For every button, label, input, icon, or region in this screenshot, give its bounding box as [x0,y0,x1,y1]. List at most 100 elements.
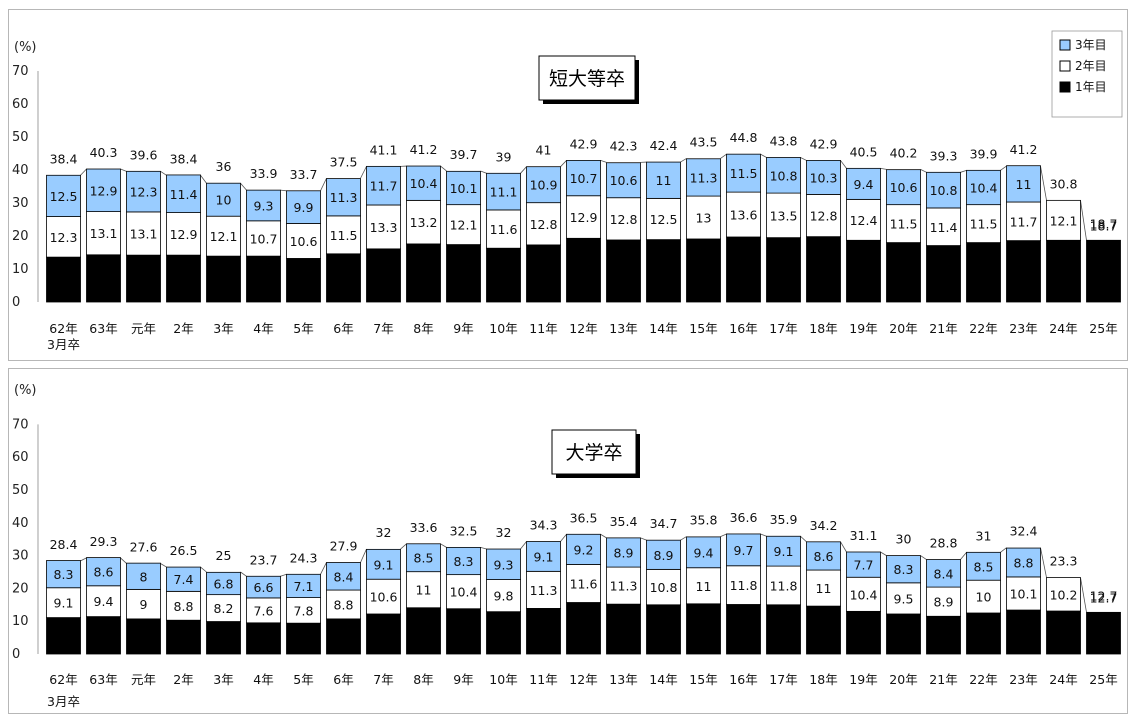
data-label-total: 27.9 [330,538,358,553]
bar-segment-year2 [46,216,81,258]
bar-segment-year1 [806,236,841,303]
data-label-year3: 10.4 [970,180,998,195]
data-label-year2: 11.5 [890,217,918,232]
bar-segment-year3 [566,160,601,197]
data-label-total: 32 [376,525,392,540]
bar-segment-year2 [1046,199,1081,241]
data-label-total: 40.2 [890,145,918,160]
bar-segment-year3 [886,169,921,206]
bar-segment-year2 [726,565,761,605]
connector-line [560,534,567,542]
data-label-year2: 12.9 [170,227,198,242]
x-category-label: 7年 [373,321,393,336]
data-label-year2: 10 [976,590,992,605]
data-label-total: 35.9 [770,512,798,527]
bar-segment-year2 [46,587,81,618]
data-label-year3: 9.4 [854,177,874,192]
data-label-year2: 13 [696,211,712,226]
bar-segment-year3 [806,541,841,571]
y-tick-label: 20 [12,581,29,596]
bar-segment-year1 [686,238,721,303]
y-tick-label: 30 [12,196,29,211]
x-category-label: 3年 [213,672,233,687]
data-label-year3: 8.6 [814,549,834,564]
bar-segment-year1 [286,622,321,655]
connector-line [160,563,167,568]
bar-segment-year3 [46,560,81,589]
data-label-total: 23.7 [250,552,278,567]
data-label-total: 39.3 [930,148,958,163]
data-label-year3: 8.6 [94,565,114,580]
bar-segment-year1 [566,602,601,655]
data-label-year3: 11 [656,173,672,188]
bar-segment-year3 [846,167,881,200]
bar-segment-year3 [966,551,1001,581]
connector-line [480,547,487,550]
bar-segment-year1 [1086,611,1121,655]
legend-swatch [1059,60,1071,72]
connector-line [400,543,407,550]
x-category-label: 12年 [569,321,597,336]
bar-segment-year2 [926,586,961,617]
data-label-year2: 8.2 [214,601,234,616]
data-label-year2: 11.8 [730,578,758,593]
bar-segment-year1 [1046,610,1081,655]
data-label-year2: 10.4 [450,585,478,600]
x-category-label: 16年 [729,321,757,336]
bar-segment-year1 [406,243,441,303]
data-label-year3: 8.4 [934,566,954,581]
bar-segment-year1 [886,242,921,303]
data-label-year3: 11.7 [370,179,398,194]
bar-segment-year2 [766,565,801,606]
data-label-year2: 13.5 [770,208,798,223]
bar-segment-year1 [206,255,241,303]
bar-segment-year1 [926,615,961,655]
connector-line [360,548,367,563]
connector-line [880,167,887,170]
data-label-year3: 10 [216,193,232,208]
x-category-label: 25年 [1089,672,1117,687]
title-box [551,429,637,475]
x-category-label: 9年 [453,321,473,336]
data-label-year3: 10.8 [930,183,958,198]
x-category-label: 10年 [489,321,517,336]
bar-segment-year3 [486,172,521,211]
data-label-year2: 9.1 [54,596,74,611]
connector-line [80,557,87,562]
bar-segment-year1 [1006,609,1041,655]
data-label-year3: 10.8 [770,168,798,183]
legend-label: 2年目 [1075,59,1107,73]
y-tick-label: 10 [12,614,29,629]
bar-segment-year1 [86,254,121,303]
bar-segment-year3 [206,182,241,217]
data-label-year3: 10.4 [410,176,438,191]
data-label-year2: 10.6 [370,590,398,605]
x-category-label: 2年 [173,321,193,336]
data-label-total: 23.3 [1050,554,1078,569]
bar-segment-year3 [766,157,801,194]
bar-segment-year1 [326,253,361,303]
connector-line [1040,547,1047,578]
x-category-label: 17年 [769,321,797,336]
connector-line [840,541,847,553]
bar-segment-year3 [606,537,641,568]
x-category-label: 5年 [293,321,313,336]
connector-line [440,165,447,172]
bar-segment-year1 [806,605,841,655]
x-category-label: 19年 [849,672,877,687]
data-label-total: 31 [976,528,992,543]
data-label-total: 32.4 [1010,524,1038,539]
connector-line [560,160,567,167]
y-tick-label: 70 [12,417,29,432]
bar-segment-year2 [206,215,241,257]
data-label-total: 42.9 [810,136,838,151]
bar-segment-year3 [526,166,561,204]
x-category-label: 7年 [373,672,393,687]
bar-segment-year3 [726,153,761,193]
data-label-total: 25 [216,548,232,563]
bar-segment-year2 [926,207,961,246]
y-tick-label: 50 [12,483,29,498]
x-category-label: 14年 [649,321,677,336]
x-category-label: 17年 [769,672,797,687]
data-label-year3: 8.5 [974,559,994,574]
